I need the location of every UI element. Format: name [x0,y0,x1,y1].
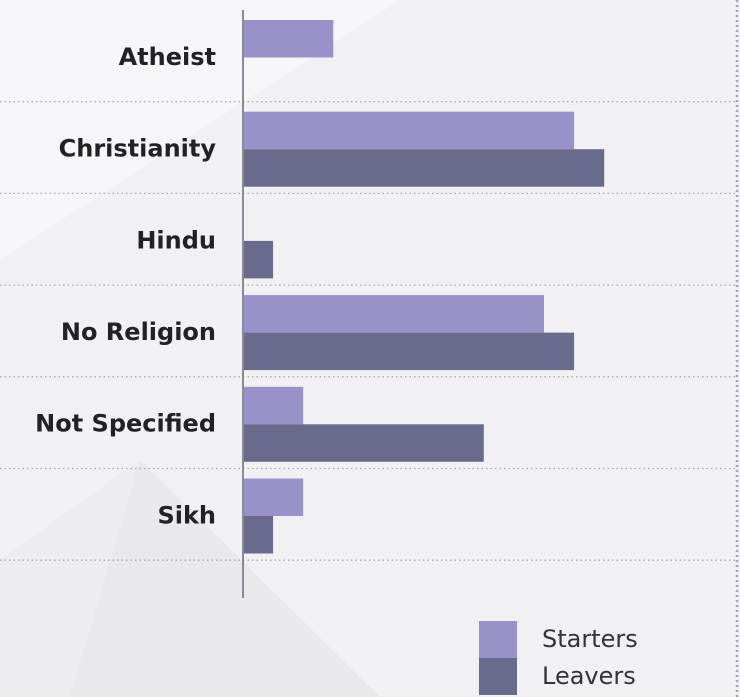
bars [243,20,605,554]
category-label-atheist: Atheist [119,43,216,71]
grid-lines [0,101,735,561]
category-label-christianity: Christianity [59,135,217,163]
bar-starters-atheist [243,20,334,58]
bar-starters-no-religion [243,295,544,333]
legend-swatch-leavers [479,658,517,695]
category-label-not-specified: Not Specified [35,410,216,438]
bar-leavers-sikh [243,516,274,554]
legend-label-starters: Starters [542,625,638,653]
bar-starters-not-specified [243,386,304,425]
legend: Starters Leavers [479,621,638,695]
category-label-sikh: Sikh [157,501,216,529]
bar-leavers-no-religion [243,332,575,371]
bar-starters-sikh [243,478,304,516]
bar-leavers-christianity [243,149,605,187]
category-label-no-religion: No Religion [61,318,216,346]
bar-starters-christianity [243,111,575,150]
legend-swatch-starters [479,621,517,658]
bar-leavers-hindu [243,240,274,279]
category-label-hindu: Hindu [136,226,216,254]
bar-leavers-not-specified [243,424,484,462]
legend-label-leavers: Leavers [542,662,636,690]
category-labels: Atheist Christianity Hindu No Religion Not S… [35,43,216,529]
